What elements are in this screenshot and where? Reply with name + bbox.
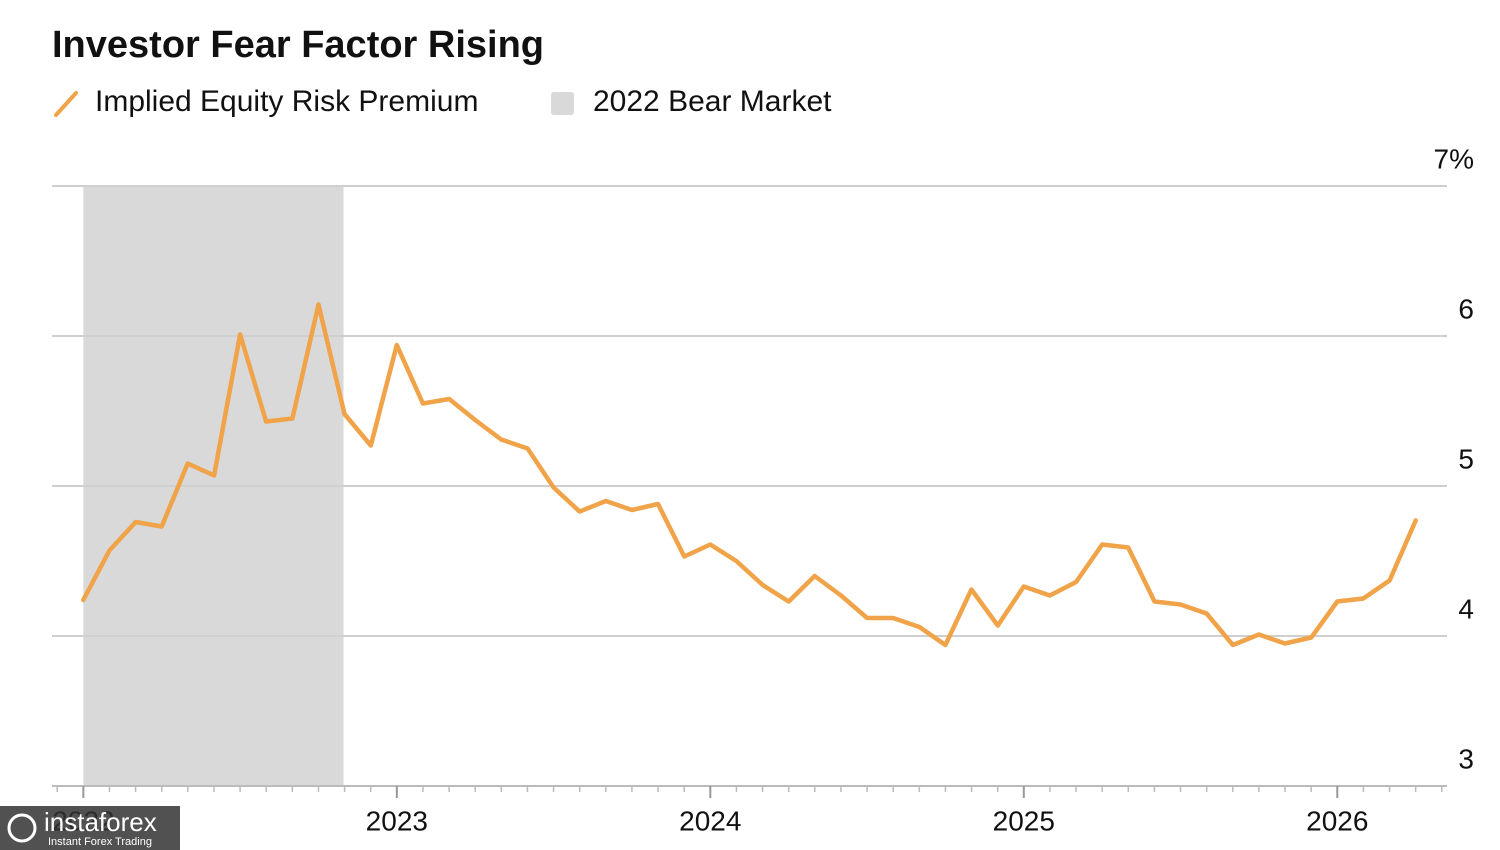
watermark-box bbox=[0, 806, 180, 850]
legend-label: Implied Equity Risk Premium bbox=[95, 85, 478, 118]
x-tick-label: 2024 bbox=[679, 805, 741, 836]
y-tick-label: 3 bbox=[1458, 743, 1474, 774]
watermark-tagline: Instant Forex Trading bbox=[48, 836, 152, 848]
legend-label: 2022 Bear Market bbox=[593, 85, 832, 118]
legend-line-icon bbox=[54, 91, 78, 117]
y-tick-label: 4 bbox=[1458, 593, 1474, 624]
legend-shade-icon bbox=[551, 92, 574, 115]
data-line bbox=[81, 302, 1418, 648]
y-tick-label: 6 bbox=[1458, 293, 1474, 324]
y-tick-label: 5 bbox=[1458, 443, 1474, 474]
x-tick-label: 2026 bbox=[1306, 805, 1368, 836]
y-tick-label: 7% bbox=[1434, 143, 1474, 174]
watermark-logo bbox=[7, 813, 37, 843]
x-tick-label: 2025 bbox=[993, 805, 1055, 836]
x-tick-label: 2023 bbox=[366, 805, 428, 836]
watermark-brand: instaforex bbox=[44, 807, 157, 837]
chart-title: Investor Fear Factor Rising bbox=[52, 24, 544, 66]
